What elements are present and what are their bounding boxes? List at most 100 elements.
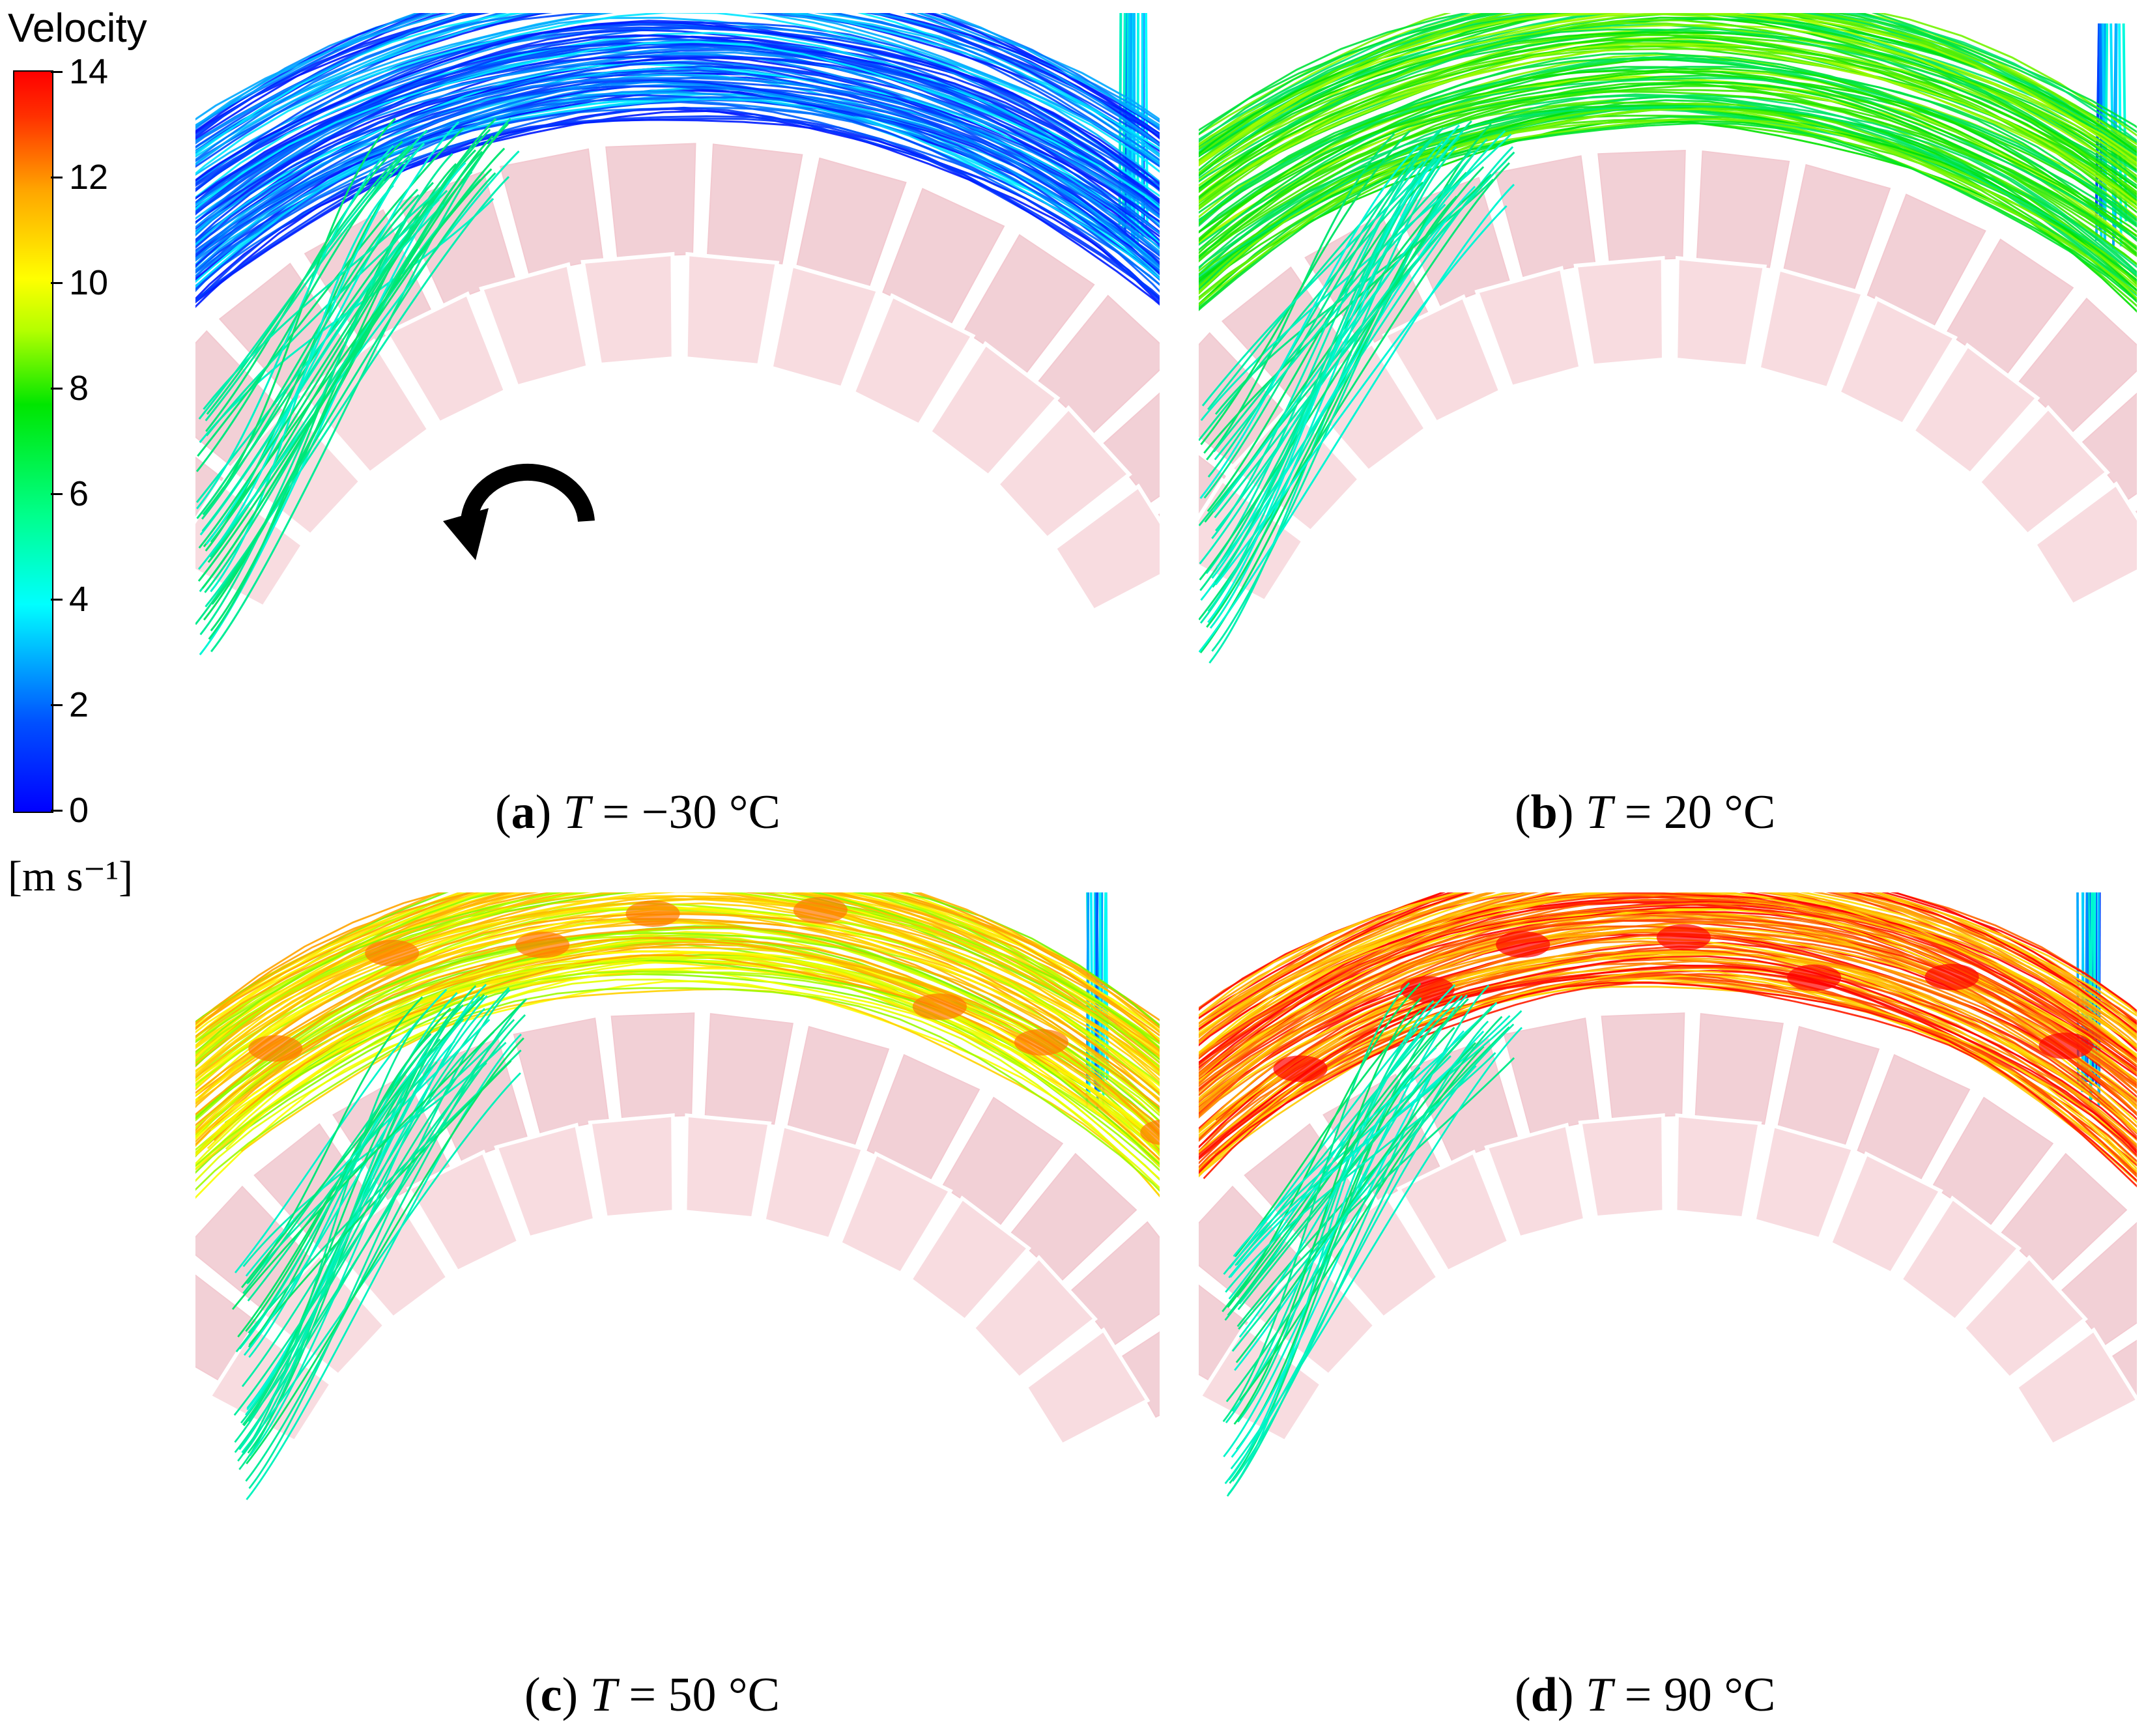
streamline [195,892,1160,1054]
blade-inner [683,1113,772,1221]
inflow-streamline [1225,1052,1496,1293]
colorbar-tick-mark [51,388,63,390]
blade-inner [994,405,1132,541]
blade-outer [704,1013,793,1125]
streamline [195,902,1160,1091]
blade-inner [1228,401,1362,535]
streamline [1199,13,2137,156]
blade-outer [513,1017,609,1134]
inflow-streamline [1199,145,1420,499]
streamline [195,978,1160,1189]
streamline [195,892,1160,1034]
streamline [195,34,1160,204]
streamline [1199,93,2137,277]
streamline [195,908,1160,1096]
inflow-streamline [1223,994,1468,1458]
caption-c-letter: c [540,1668,562,1722]
caption-b-var: T [1585,786,1613,839]
inflow-streamline [203,168,493,548]
inflow-streamline [197,150,520,570]
velocity-colorbar [13,70,53,813]
velocity-hotspot [1273,1055,1328,1082]
streamline [195,13,1160,158]
blade-inner [850,292,976,428]
caption-a-var: T [563,786,590,839]
velocity-hotspot [365,939,420,967]
blade-inner [1898,1195,2022,1323]
caption-a: (a) T = −30 °C [495,786,780,839]
streamline [195,902,1160,1085]
streamline [1199,892,2137,1014]
streamline [1199,45,2137,207]
blade-inner [1836,296,1958,427]
blade-inner [762,1123,866,1242]
streamline [1199,19,2137,178]
blade-outer [707,143,803,264]
inflow-streamline [1227,982,1422,1308]
streamline [1199,70,2137,241]
caption-d-var: T [1585,1668,1613,1722]
caption-c-var: T [590,1668,617,1722]
inflow-streamline [198,128,491,549]
streamline [1199,892,2137,1024]
inflow-streamline [1211,160,1425,539]
inflow-streamline [1231,1020,1489,1482]
inflow-streamline [241,1072,521,1453]
streamline [195,13,1160,156]
blade-outer [1121,1331,1160,1418]
inflow-streamline [1231,1023,1515,1352]
streamline [195,106,1160,304]
streamline [1199,122,2137,311]
rotation-arrow-icon [460,463,595,528]
streamline [195,85,1160,275]
streamline [1199,28,2137,187]
velocity-hotspot [248,1035,303,1062]
streamline [195,98,1160,286]
streamline [1199,902,2137,1075]
streamline [1199,892,2137,1052]
streamline [1199,13,2137,143]
streamline [195,61,1160,242]
streamline [1199,915,2137,1096]
velocity-hotspot [912,993,967,1020]
streamline [1199,13,2137,154]
blade-inner [1382,294,1503,425]
streamline [195,892,1160,1045]
streamline [195,892,1160,1064]
streamline [204,934,1160,1117]
blade-outer [499,148,604,275]
inflow-streamline [1199,138,1488,624]
streamline [1199,108,2137,295]
blade-inner [1474,266,1583,390]
blade-outer [1601,1012,1685,1119]
blade-inner [1752,1123,1856,1242]
streamline [1199,36,2137,199]
inflow-streamline [1200,130,1411,446]
streamline [195,26,1160,191]
velocity-hotspot [1496,931,1551,958]
blade-inner [588,1113,676,1220]
blade-outer [2111,1339,2137,1402]
inflow-streamline [1227,998,1469,1316]
colorbar-tick-label: 2 [69,685,89,724]
streamline [1199,45,2137,214]
velocity-hotspot [1140,1119,1160,1145]
inflow-streamline [197,127,465,457]
streamline [1199,77,2137,246]
blade-inner [1910,342,2040,477]
blade-inner [971,1255,1098,1381]
streamline [195,13,1160,140]
inflow-streamline [201,194,420,520]
streamline [195,13,1160,141]
caption-b: (b) T = 20 °C [1515,786,1776,839]
velocity-hotspot [1014,1029,1069,1056]
colorbar-tick-mark [51,810,63,812]
blade-inner [1573,255,1666,368]
velocity-hotspot [515,932,570,958]
inflow-streamline [1233,1002,1498,1257]
streamline [195,13,1160,175]
inflow-streamline [1238,1046,1437,1338]
blade-inner [479,262,591,390]
streamline [1199,892,2137,1025]
streamline [1199,892,2137,1046]
